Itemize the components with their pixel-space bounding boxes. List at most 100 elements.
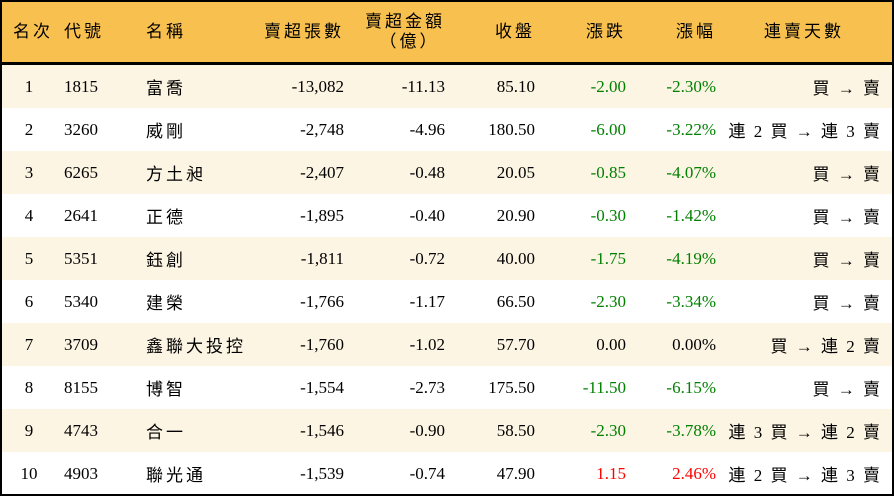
header-net-sell-amount-unit: （億） — [379, 32, 440, 51]
table-row[interactable]: 3 6265 方土昶 -2,407 -0.48 20.05 -0.85 -4.07% 買 → 賣 — [2, 151, 892, 194]
cell-change-pct: 2.46% — [626, 452, 716, 494]
table-row[interactable]: 2 3260 威剛 -2,748 -4.96 180.50 -6.00 -3.22% 連 2 買… — [2, 108, 892, 151]
header-code: 代號 — [64, 2, 136, 65]
cell-close: 57.70 — [445, 323, 535, 366]
cell-change-pct: -1.42% — [626, 194, 716, 237]
cell-rank: 6 — [2, 280, 64, 323]
cell-name: 鈺創 — [136, 237, 246, 280]
cell-net-sell-lots: -1,546 — [246, 409, 344, 452]
cell-net-sell-lots: -1,760 — [246, 323, 344, 366]
cell-change-pct: -3.78% — [626, 409, 716, 452]
header-close: 收盤 — [445, 2, 535, 65]
cell-consecutive-days: 買 → 賣 — [716, 237, 892, 280]
cell-net-sell-amount: -0.48 — [344, 151, 445, 194]
cell-change: 1.15 — [535, 452, 626, 494]
cell-close: 47.90 — [445, 452, 535, 494]
cell-code: 2641 — [64, 194, 136, 237]
cell-code: 4903 — [64, 452, 136, 494]
cell-change: -6.00 — [535, 108, 626, 151]
cell-rank: 3 — [2, 151, 64, 194]
cell-code: 6265 — [64, 151, 136, 194]
cell-consecutive-days: 連 2 買 → 連 3 賣 — [716, 452, 892, 494]
header-net-sell-amount-label: 賣超金額 — [365, 12, 445, 31]
cell-change-pct: -6.15% — [626, 366, 716, 409]
table-row[interactable]: 6 5340 建榮 -1,766 -1.17 66.50 -2.30 -3.34% 買 → 賣 — [2, 280, 892, 323]
header-net-sell-amount: 賣超金額 （億） — [344, 2, 445, 65]
cell-net-sell-lots: -1,554 — [246, 366, 344, 409]
cell-net-sell-amount: -0.72 — [344, 237, 445, 280]
cell-consecutive-days: 連 3 買 → 連 2 賣 — [716, 409, 892, 452]
cell-net-sell-amount: -1.02 — [344, 323, 445, 366]
cell-name: 鑫聯大投控 — [136, 323, 246, 366]
header-name: 名稱 — [136, 2, 246, 65]
cell-close: 175.50 — [445, 366, 535, 409]
cell-rank: 4 — [2, 194, 64, 237]
header-consecutive-days: 連賣天數 — [716, 2, 892, 65]
cell-net-sell-lots: -2,748 — [246, 108, 344, 151]
cell-consecutive-days: 買 → 賣 — [716, 280, 892, 323]
cell-code: 5340 — [64, 280, 136, 323]
cell-rank: 8 — [2, 366, 64, 409]
cell-rank: 2 — [2, 108, 64, 151]
cell-close: 58.50 — [445, 409, 535, 452]
cell-code: 3260 — [64, 108, 136, 151]
table-row[interactable]: 9 4743 合一 -1,546 -0.90 58.50 -2.30 -3.78% 連 3 買 … — [2, 409, 892, 452]
cell-code: 1815 — [64, 63, 136, 108]
cell-close: 40.00 — [445, 237, 535, 280]
cell-net-sell-amount: -2.73 — [344, 366, 445, 409]
cell-name: 方土昶 — [136, 151, 246, 194]
cell-net-sell-amount: -0.40 — [344, 194, 445, 237]
cell-consecutive-days: 買 → 賣 — [716, 194, 892, 237]
cell-change: -2.30 — [535, 280, 626, 323]
cell-code: 5351 — [64, 237, 136, 280]
header-rank: 名次 — [2, 2, 64, 65]
cell-name: 合一 — [136, 409, 246, 452]
cell-net-sell-amount: -4.96 — [344, 108, 445, 151]
cell-net-sell-lots: -1,895 — [246, 194, 344, 237]
cell-consecutive-days: 買 → 連 2 賣 — [716, 323, 892, 366]
cell-net-sell-amount: -0.74 — [344, 452, 445, 494]
cell-consecutive-days: 買 → 賣 — [716, 366, 892, 409]
cell-consecutive-days: 買 → 賣 — [716, 63, 892, 108]
cell-change: -1.75 — [535, 237, 626, 280]
table-row[interactable]: 1 1815 富喬 -13,082 -11.13 85.10 -2.00 -2.30% 買 → … — [2, 63, 892, 108]
cell-net-sell-lots: -2,407 — [246, 151, 344, 194]
cell-net-sell-lots: -1,539 — [246, 452, 344, 494]
table-row[interactable]: 4 2641 正德 -1,895 -0.40 20.90 -0.30 -1.42% 買 → 賣 — [2, 194, 892, 237]
table-row[interactable]: 7 3709 鑫聯大投控 -1,760 -1.02 57.70 0.00 0.00% 買 → 連… — [2, 323, 892, 366]
cell-code: 8155 — [64, 366, 136, 409]
cell-rank: 7 — [2, 323, 64, 366]
cell-close: 85.10 — [445, 63, 535, 108]
table-row[interactable]: 5 5351 鈺創 -1,811 -0.72 40.00 -1.75 -4.19% 買 → 賣 — [2, 237, 892, 280]
header-net-sell-lots: 賣超張數 — [246, 2, 344, 65]
cell-change-pct: -4.07% — [626, 151, 716, 194]
cell-net-sell-lots: -13,082 — [246, 63, 344, 108]
cell-change-pct: -2.30% — [626, 63, 716, 108]
cell-code: 4743 — [64, 409, 136, 452]
cell-name: 博智 — [136, 366, 246, 409]
header-change-pct: 漲幅 — [626, 2, 716, 65]
cell-consecutive-days: 連 2 買 → 連 3 賣 — [716, 108, 892, 151]
header-change: 漲跌 — [535, 2, 626, 65]
cell-name: 聯光通 — [136, 452, 246, 494]
cell-change-pct: -3.34% — [626, 280, 716, 323]
table-row[interactable]: 8 8155 博智 -1,554 -2.73 175.50 -11.50 -6.15% 買 → … — [2, 366, 892, 409]
cell-rank: 9 — [2, 409, 64, 452]
cell-name: 正德 — [136, 194, 246, 237]
cell-net-sell-amount: -11.13 — [344, 63, 445, 108]
cell-name: 威剛 — [136, 108, 246, 151]
cell-name: 富喬 — [136, 63, 246, 108]
cell-change: -11.50 — [535, 366, 626, 409]
cell-change: -0.30 — [535, 194, 626, 237]
cell-close: 20.05 — [445, 151, 535, 194]
cell-code: 3709 — [64, 323, 136, 366]
cell-change-pct: 0.00% — [626, 323, 716, 366]
cell-name: 建榮 — [136, 280, 246, 323]
table-row[interactable]: 10 4903 聯光通 -1,539 -0.74 47.90 1.15 2.46% 連 2 買 … — [2, 452, 892, 494]
cell-net-sell-amount: -1.17 — [344, 280, 445, 323]
cell-change-pct: -4.19% — [626, 237, 716, 280]
cell-consecutive-days: 買 → 賣 — [716, 151, 892, 194]
cell-close: 66.50 — [445, 280, 535, 323]
